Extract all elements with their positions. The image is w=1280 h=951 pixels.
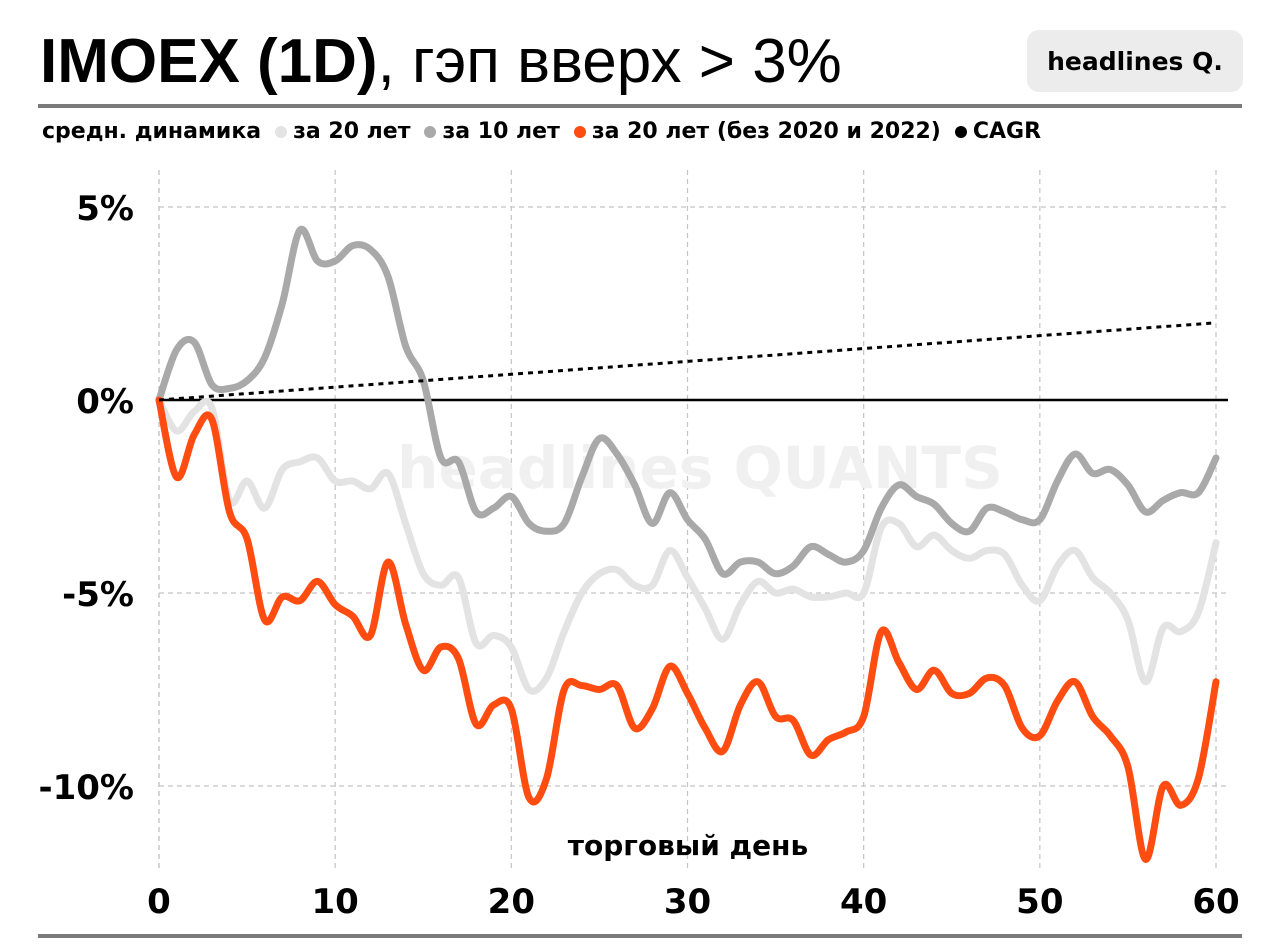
legend-item-cagr: CAGR <box>954 119 1042 144</box>
legend-item-20y: за 20 лет <box>275 119 410 144</box>
series-20y-line <box>155 396 1220 695</box>
legend-dot-cagr <box>954 125 967 138</box>
legend-dot-10y <box>424 125 437 138</box>
legend-label-cagr: CAGR <box>972 119 1042 144</box>
legend-label-20y: за 20 лет <box>293 119 411 144</box>
series-20y-ex-line <box>155 396 1220 863</box>
y-tick-label: -10% <box>39 768 135 808</box>
legend-item-10y: за 10 лет <box>424 119 560 144</box>
legend-dot-20y <box>275 125 288 138</box>
series-group <box>155 225 1220 863</box>
series-cagr-line <box>158 321 1217 402</box>
legend-prefix: средн. динамика <box>42 119 262 144</box>
series-10y-line <box>155 225 1220 578</box>
grid <box>158 170 1228 868</box>
x-tick-label: 10 <box>312 882 359 922</box>
x-axis-label: торговый день <box>568 829 808 862</box>
legend-label-20y-ex: за 20 лет (без 2020 и 2022) <box>591 119 941 144</box>
y-tick-label: 0% <box>76 382 134 422</box>
y-tick-label: -5% <box>62 575 134 615</box>
x-tick-label: 40 <box>840 882 887 922</box>
watermark: headlines QUANTS <box>397 434 1003 502</box>
y-tick-label: 5% <box>76 189 134 229</box>
title-suffix: , гэп вверх > 3% <box>377 27 842 96</box>
page-title: IMOEX (1D), гэп вверх > 3% <box>40 22 842 102</box>
brand-badge: headlines Q. <box>1027 30 1243 92</box>
legend-item-20y-ex: за 20 лет (без 2020 и 2022) <box>573 119 941 144</box>
x-tick-label: 50 <box>1016 882 1063 922</box>
x-tick-label: 60 <box>1192 882 1239 922</box>
tick-labels: 0 10 20 30 40 50 60 5% 0% -5% -10% <box>39 189 1240 922</box>
top-divider <box>38 104 1242 108</box>
legend: средн. динамика за 20 лет за 10 лет за 2… <box>42 119 1041 144</box>
x-tick-label: 20 <box>488 882 535 922</box>
x-tick-label: 0 <box>147 882 171 922</box>
x-tick-label: 30 <box>664 882 711 922</box>
bottom-divider <box>38 934 1242 938</box>
legend-label-10y: за 10 лет <box>442 119 560 144</box>
legend-dot-20y-ex <box>573 125 586 138</box>
title-main: IMOEX (1D) <box>40 27 378 96</box>
